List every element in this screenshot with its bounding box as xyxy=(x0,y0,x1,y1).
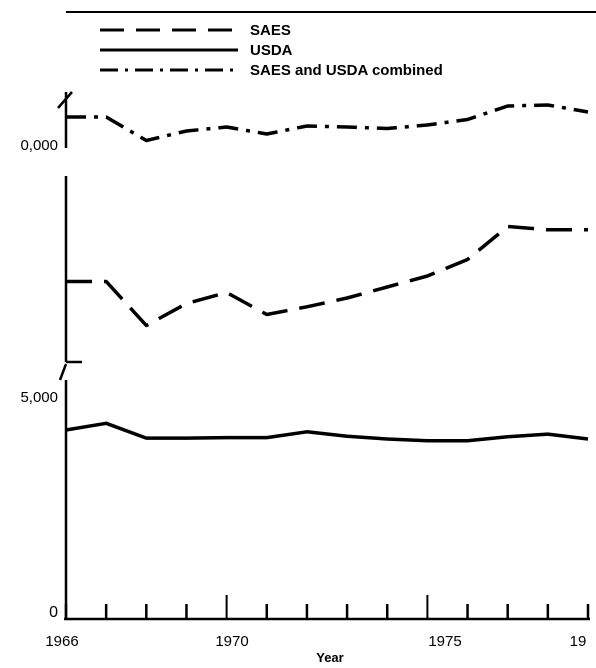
x-tick-label-1966: 1966 xyxy=(45,633,78,650)
y-tick-label-5000: 5,000 xyxy=(20,389,58,406)
y-axis: 0 5,000 0,000 xyxy=(20,91,82,621)
x-axis: 1966 1970 1975 19 Year xyxy=(45,595,590,665)
y-axis-break-mark-upper xyxy=(57,91,73,109)
legend: SAES USDA SAES and USDA combined xyxy=(100,22,443,79)
y-tick-label-0: 0 xyxy=(49,604,58,621)
series-line-saes-and-usda-combined xyxy=(66,103,589,143)
x-ticks xyxy=(64,595,590,619)
y-axis-break-slash xyxy=(58,363,68,381)
x-tick-label-1970: 1970 xyxy=(215,633,248,650)
y-tick-label-10000: 0,000 xyxy=(20,137,58,154)
x-tick-label-19xx: 19 xyxy=(570,633,587,650)
x-tick-label-1975: 1975 xyxy=(428,633,461,650)
series-line-saes xyxy=(66,224,588,328)
legend-label-usda: USDA xyxy=(250,42,293,59)
legend-label-saes: SAES xyxy=(250,22,291,39)
legend-label-combined: SAES and USDA combined xyxy=(250,62,443,79)
series-line-usda xyxy=(65,421,589,443)
series-layer xyxy=(65,103,589,443)
x-axis-title: Year xyxy=(316,650,343,665)
